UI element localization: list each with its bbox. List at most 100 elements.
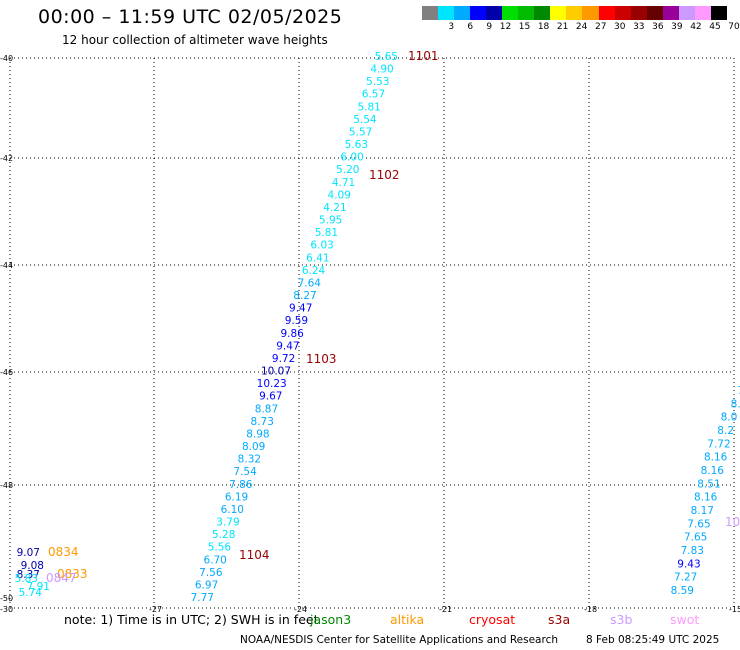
lat-label: -50 bbox=[0, 594, 13, 603]
legend-swatch bbox=[422, 6, 439, 20]
satellite-name: s3b bbox=[610, 612, 633, 627]
legend-label: 27 bbox=[594, 22, 607, 32]
legend-label: 3 bbox=[448, 22, 455, 32]
legend-swatch bbox=[454, 6, 471, 20]
satellite-name: swot bbox=[670, 612, 700, 627]
wave-height-label: 5.56 bbox=[208, 542, 232, 554]
wave-height-label: 6.97 bbox=[195, 579, 218, 591]
legend-swatch bbox=[678, 6, 695, 20]
wave-height-label: 5.20 bbox=[336, 164, 359, 176]
wave-height-label: 6.03 bbox=[310, 240, 333, 252]
wave-height-label: 5.65 bbox=[375, 51, 398, 63]
lat-label: -42 bbox=[0, 154, 13, 163]
wave-height-label: 5.81 bbox=[315, 227, 338, 239]
wave-height-label: 9.47 bbox=[289, 303, 312, 315]
longitude-labels: -30 -27 -24 -21 -18 -15 bbox=[0, 605, 740, 614]
wave-height-label: 7.54 bbox=[233, 466, 257, 478]
wave-height-label: 4.09 bbox=[328, 189, 351, 201]
legend-swatch bbox=[470, 6, 487, 20]
wave-height-label: 5.74 bbox=[19, 587, 43, 599]
satellite-tracks: 5.654.905.536.575.815.545.575.636.005.20… bbox=[15, 51, 740, 604]
wave-height-label: 6.00 bbox=[340, 152, 363, 164]
legend-spacer bbox=[422, 22, 435, 32]
satellite-name: altika bbox=[390, 612, 425, 627]
wave-height-label: 9.86 bbox=[280, 328, 304, 340]
footer-timestamp: 8 Feb 08:25:49 UTC 2025 bbox=[586, 634, 720, 646]
wave-height-label: 6.70 bbox=[203, 554, 226, 566]
wave-height-label: 7 bbox=[737, 385, 740, 397]
graticule bbox=[9, 57, 735, 609]
time-label: 1102 bbox=[369, 168, 400, 182]
wave-height-label: 9.07 bbox=[17, 547, 40, 559]
wave-height-label: 9.08 bbox=[21, 560, 44, 572]
legend-label: 18 bbox=[537, 22, 550, 32]
legend-swatch bbox=[518, 6, 535, 20]
wave-height-label: 5.57 bbox=[349, 126, 372, 138]
wave-height-label: 7.86 bbox=[229, 479, 253, 491]
legend-label: 36 bbox=[652, 22, 664, 32]
wave-height-label: 8.09 bbox=[242, 441, 265, 453]
legend-swatch bbox=[566, 6, 583, 20]
wave-height-label: 7.77 bbox=[191, 592, 214, 604]
legend-label: 21 bbox=[556, 22, 569, 32]
wave-height-label: 9.43 bbox=[677, 558, 700, 570]
wave-height-label: 8.16 bbox=[701, 465, 725, 477]
wave-height-label: 8.16 bbox=[704, 452, 728, 464]
wave-height-label: 8. bbox=[731, 398, 740, 410]
wave-height-label: 5.81 bbox=[357, 101, 380, 113]
wave-height-label: 3.79 bbox=[216, 517, 239, 529]
lat-label: -40 bbox=[0, 54, 13, 63]
wave-height-label: 7.72 bbox=[707, 438, 730, 450]
legend-swatch bbox=[630, 6, 647, 20]
wave-height-label: 8.0 bbox=[721, 412, 738, 424]
wave-height-label: 6.10 bbox=[221, 504, 244, 516]
wave-height-label: 8.87 bbox=[255, 403, 278, 415]
wave-height-label: 8.59 bbox=[671, 585, 694, 597]
legend-swatch bbox=[534, 6, 551, 20]
page-title: 00:00 – 11:59 UTC 02/05/2025 bbox=[38, 6, 343, 28]
legend-swatch bbox=[646, 6, 663, 20]
wave-height-label: 10.07 bbox=[261, 366, 291, 378]
lon-label: -24 bbox=[294, 605, 307, 614]
wave-height-label: 5.28 bbox=[212, 529, 235, 541]
satellite-name: jason3 bbox=[310, 612, 352, 627]
lon-label: -21 bbox=[439, 605, 452, 614]
wave-height-label: 5.83 bbox=[15, 573, 38, 585]
lon-label: -18 bbox=[584, 605, 597, 614]
wave-height-label: 8.2 bbox=[717, 425, 734, 437]
wave-height-label: 6.57 bbox=[362, 89, 385, 101]
wave-height-label: 8.32 bbox=[238, 454, 261, 466]
wave-height-label: 4.71 bbox=[332, 177, 355, 189]
legend-label: 33 bbox=[633, 22, 645, 32]
wave-height-label: 6.19 bbox=[225, 491, 248, 503]
time-label: 1101 bbox=[408, 49, 439, 63]
wave-height-label: 7.91 bbox=[27, 581, 50, 593]
legend-swatch bbox=[582, 6, 599, 20]
wave-height-label: 7.64 bbox=[298, 277, 322, 289]
wave-height-label: 7.65 bbox=[687, 518, 710, 530]
wave-height-label: 8.17 bbox=[691, 505, 714, 517]
legend-label: 45 bbox=[709, 22, 721, 32]
wave-height-label: 8.16 bbox=[694, 492, 718, 504]
wave-height-label: 7.56 bbox=[199, 567, 223, 579]
time-label: 1103 bbox=[306, 352, 337, 366]
legend-label: 42 bbox=[690, 22, 702, 32]
legend-swatch bbox=[614, 6, 631, 20]
time-label: 10 bbox=[725, 515, 740, 529]
page-subtitle: 12 hour collection of altimeter wave hei… bbox=[62, 33, 328, 47]
wave-height-label: 8.73 bbox=[251, 416, 274, 428]
wave-height-label: 9.59 bbox=[285, 315, 308, 327]
wave-height-label: 8.51 bbox=[697, 478, 720, 490]
lat-label: -44 bbox=[0, 261, 13, 270]
wave-height-label: 5.54 bbox=[353, 114, 377, 126]
wave-height-label: 6.41 bbox=[306, 252, 329, 264]
satellite-name: s3a bbox=[548, 612, 571, 627]
legend-label: 9 bbox=[486, 22, 493, 32]
wave-height-label: 8.27 bbox=[293, 290, 316, 302]
wave-height-label: 6.24 bbox=[302, 265, 326, 277]
footer-credit: NOAA/NESDIS Center for Satellite Applica… bbox=[240, 634, 558, 646]
legend-label: 39 bbox=[671, 22, 683, 32]
legend-label: 30 bbox=[614, 22, 626, 32]
wave-height-label: 8.37 bbox=[17, 569, 40, 581]
